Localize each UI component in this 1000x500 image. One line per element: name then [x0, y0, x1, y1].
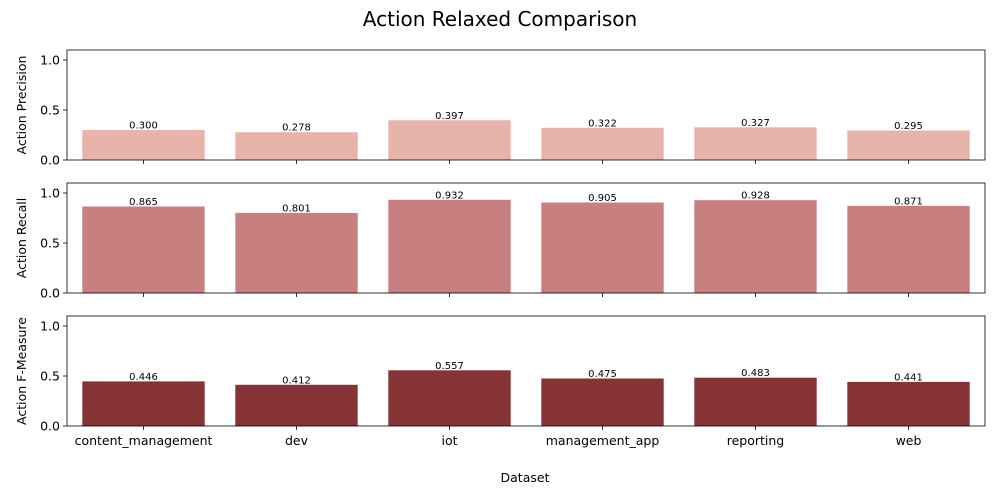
panel-frame-2 [66, 182, 986, 294]
value-label-3-5: 0.483 [741, 368, 770, 379]
y-tick-label-1-3: 1.0 [40, 53, 60, 68]
panel-1: 0.300 0.278 0.397 0.322 0.327 0.295 0.0 0.5 1.0 A… [14, 49, 986, 168]
bar-3-3 [388, 370, 511, 426]
bar-2-3 [388, 199, 511, 293]
x-tick-label-2: dev [285, 433, 309, 448]
y-tick-label-2-2: 0.5 [40, 236, 60, 251]
y-axis-label-2: Action Recall [14, 198, 29, 278]
y-tick-label-2-3: 1.0 [40, 186, 60, 201]
value-label-3-2: 0.412 [282, 375, 311, 386]
y-tick-label-1-1: 0.0 [40, 153, 60, 168]
bar-1-1 [82, 130, 205, 160]
chart-title: Action Relaxed Comparison [363, 7, 637, 31]
value-label-1-4: 0.322 [588, 118, 617, 129]
bar-1-5 [694, 127, 817, 160]
panel-frame-3 [66, 315, 986, 427]
y-axis-label-1: Action Precision [14, 56, 29, 155]
bar-1-6 [847, 130, 970, 160]
bar-3-6 [847, 381, 970, 426]
panel-2: 0.865 0.801 0.932 0.905 0.928 0.871 0.0 0.5 1.0 A… [14, 182, 986, 301]
panel-3: 0.446 0.412 0.557 0.475 0.483 0.441 0.0 0.5 1.0 A… [14, 315, 986, 434]
bar-2-5 [694, 200, 817, 293]
bar-2-1 [82, 206, 205, 293]
bar-3-4 [541, 378, 664, 426]
x-tick-label-6: web [896, 433, 922, 448]
y-tick-label-2-1: 0.0 [40, 286, 60, 301]
value-label-2-2: 0.801 [282, 203, 311, 214]
bar-3-2 [235, 384, 358, 426]
value-label-2-3: 0.932 [435, 190, 464, 201]
value-label-2-6: 0.871 [894, 196, 923, 207]
value-label-1-1: 0.300 [129, 121, 158, 132]
bar-3-5 [694, 377, 817, 426]
value-label-1-2: 0.278 [282, 123, 311, 134]
y-tick-label-1-2: 0.5 [40, 103, 60, 118]
value-label-3-1: 0.446 [129, 372, 158, 383]
value-label-3-6: 0.441 [894, 372, 923, 383]
value-label-1-6: 0.295 [894, 121, 923, 132]
bar-1-3 [388, 120, 511, 160]
panel-frame-1 [66, 49, 986, 161]
value-label-2-5: 0.928 [741, 191, 770, 202]
x-tick-label-1: content_management [75, 433, 213, 448]
x-tick-label-5: reporting [727, 433, 785, 448]
bar-1-4 [541, 127, 664, 160]
y-tick-label-3-2: 0.5 [40, 369, 60, 384]
panels: 0.300 0.278 0.397 0.322 0.327 0.295 0.0 0.5 1.0 A… [14, 49, 986, 448]
x-tick-label-3: iot [441, 433, 457, 448]
y-tick-label-3-3: 1.0 [40, 319, 60, 334]
value-label-2-4: 0.905 [588, 193, 617, 204]
value-label-3-3: 0.557 [435, 361, 464, 372]
value-label-3-4: 0.475 [588, 369, 617, 380]
x-axis-label: Dataset [501, 470, 550, 485]
value-label-1-5: 0.327 [741, 118, 770, 129]
value-label-1-3: 0.397 [435, 111, 464, 122]
bar-2-2 [235, 212, 358, 293]
x-tick-label-4: management_app [546, 433, 660, 448]
value-label-2-1: 0.865 [129, 197, 158, 208]
bar-1-2 [235, 132, 358, 160]
bar-3-1 [82, 381, 205, 426]
bar-2-6 [847, 205, 970, 293]
bar-2-4 [541, 202, 664, 293]
y-axis-label-3: Action F-Measure [14, 317, 29, 425]
y-tick-label-3-1: 0.0 [40, 419, 60, 434]
